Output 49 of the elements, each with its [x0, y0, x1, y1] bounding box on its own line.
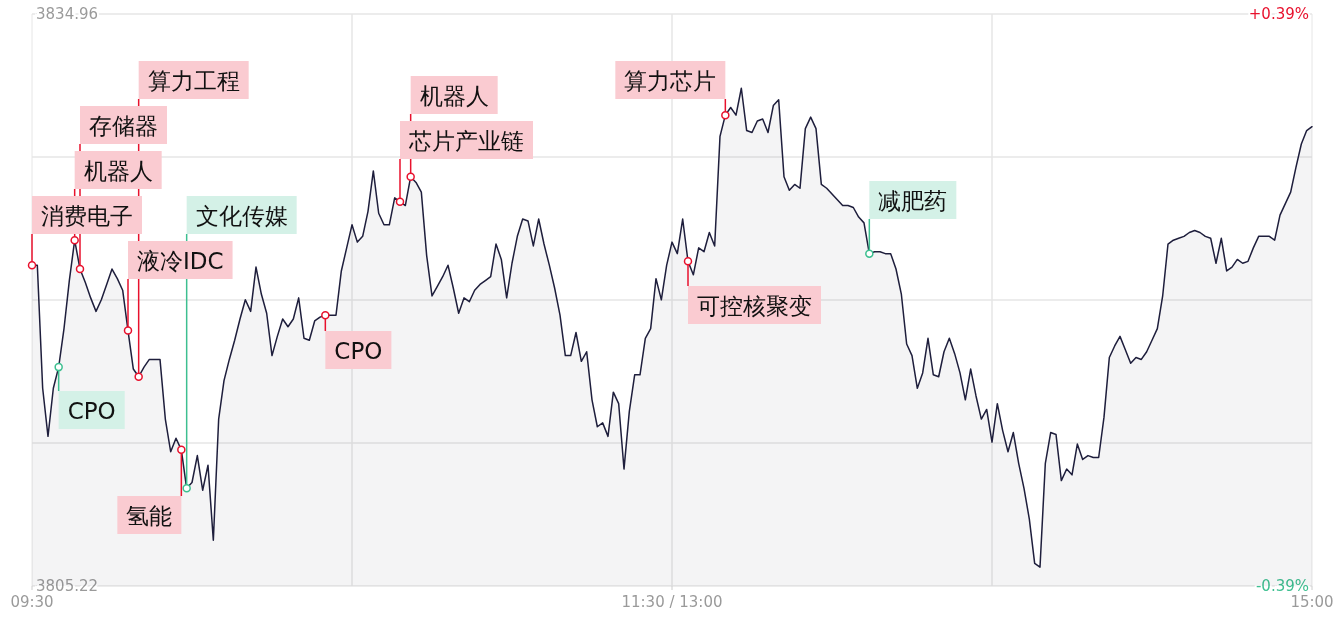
data-label: 液冷IDC — [137, 248, 224, 274]
point — [321, 310, 330, 320]
label: 氢能 — [117, 496, 182, 534]
point — [721, 110, 730, 120]
point — [395, 197, 405, 206]
y-tick-label: 3805.22 — [36, 577, 99, 595]
label: 机器人 — [74, 151, 162, 189]
y2-tick-label: -0.39% — [1255, 577, 1309, 595]
label: 芯片产业链 — [400, 121, 533, 159]
point — [134, 372, 143, 381]
x-tick-label: 15:00 — [1290, 593, 1334, 611]
label: 液冷IDC — [128, 241, 233, 279]
point — [406, 172, 415, 181]
label: 减肥药 — [869, 181, 957, 219]
label: 机器人 — [410, 76, 498, 114]
label: 算力芯片 — [615, 61, 726, 99]
point — [75, 264, 85, 274]
data-label: 芯片产业链 — [408, 128, 524, 154]
label: CPO — [325, 331, 392, 369]
x-tick-label: 11:30 / 13:00 — [621, 593, 723, 611]
data-label: 减肥药 — [878, 188, 948, 214]
data-label: 机器人 — [83, 158, 153, 184]
data-label: 算力工程 — [147, 68, 240, 94]
y-tick-label: 3834.96 — [36, 5, 99, 23]
y2-tick-label: +0.39% — [1248, 5, 1309, 23]
label: 可控核聚变 — [688, 286, 821, 324]
point — [27, 260, 37, 270]
data-label: 文化传媒 — [195, 203, 288, 229]
point — [177, 445, 186, 455]
label: 文化传媒 — [186, 196, 297, 234]
data-label: 存储器 — [89, 113, 158, 139]
point — [70, 235, 79, 245]
point — [123, 326, 133, 335]
x-tick-label: 09:30 — [10, 593, 54, 611]
data-label: 可控核聚变 — [697, 293, 812, 319]
data-label: 消费电子 — [41, 203, 133, 229]
point — [182, 484, 191, 493]
label: 消费电子 — [32, 196, 142, 234]
label: CPO — [58, 391, 125, 429]
point — [683, 257, 693, 266]
label: 算力工程 — [138, 61, 249, 99]
label: 存储器 — [80, 106, 167, 144]
data-label: 机器人 — [419, 83, 489, 109]
point — [865, 249, 874, 258]
data-label: CPO — [334, 338, 383, 364]
point — [54, 362, 63, 372]
data-label: 氢能 — [126, 503, 173, 529]
data-label: CPO — [67, 398, 116, 424]
data-label: 算力芯片 — [624, 68, 717, 94]
